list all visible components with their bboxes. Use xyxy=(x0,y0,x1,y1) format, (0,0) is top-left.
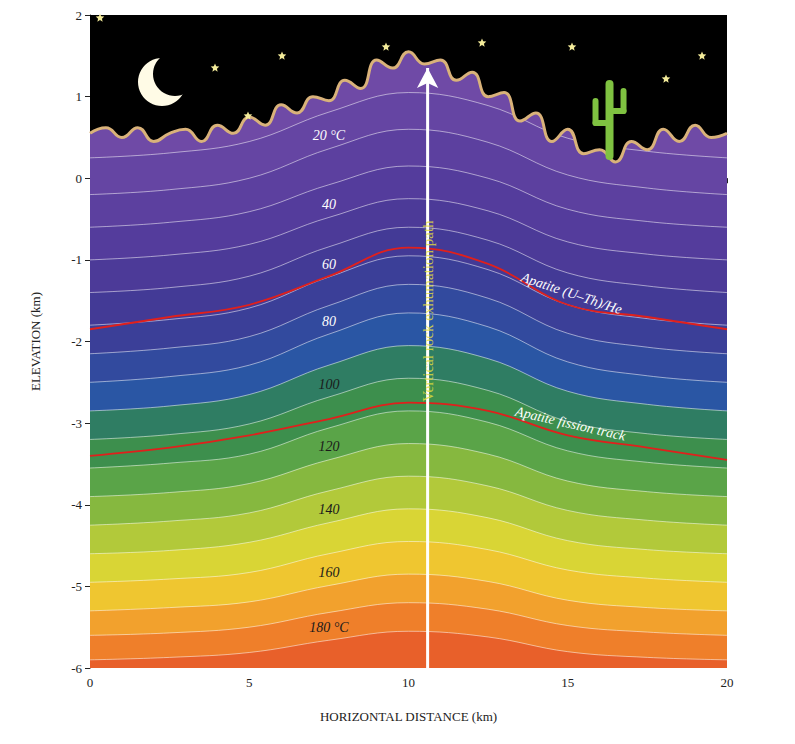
svg-text:-3: -3 xyxy=(71,416,82,431)
svg-text:15: 15 xyxy=(561,675,574,690)
svg-text:5: 5 xyxy=(246,675,253,690)
svg-text:120: 120 xyxy=(318,439,339,454)
svg-text:1: 1 xyxy=(76,89,83,104)
svg-text:HORIZONTAL DISTANCE (km): HORIZONTAL DISTANCE (km) xyxy=(320,709,497,724)
svg-text:160: 160 xyxy=(318,565,339,580)
svg-text:100: 100 xyxy=(318,377,339,392)
svg-text:Vertical rock exhumation path: Vertical rock exhumation path xyxy=(420,220,436,402)
svg-text:-5: -5 xyxy=(71,579,82,594)
svg-text:ELEVATION (km): ELEVATION (km) xyxy=(28,292,43,391)
svg-text:10: 10 xyxy=(402,675,415,690)
svg-text:60: 60 xyxy=(322,257,336,272)
svg-text:40: 40 xyxy=(322,197,336,212)
svg-text:-2: -2 xyxy=(71,334,82,349)
svg-text:-4: -4 xyxy=(71,497,82,512)
svg-text:-6: -6 xyxy=(71,661,82,676)
svg-text:20 °C: 20 °C xyxy=(313,128,346,143)
svg-text:180 °C: 180 °C xyxy=(309,620,349,635)
svg-text:2: 2 xyxy=(76,8,83,23)
svg-text:20: 20 xyxy=(721,675,734,690)
svg-text:0: 0 xyxy=(87,675,94,690)
svg-text:140: 140 xyxy=(318,502,339,517)
svg-text:0: 0 xyxy=(76,171,83,186)
svg-text:-1: -1 xyxy=(71,252,82,267)
svg-text:Apatite fission track: Apatite fission track xyxy=(513,403,628,443)
svg-text:Apatite (U–Th)/He: Apatite (U–Th)/He xyxy=(518,269,624,318)
svg-text:80: 80 xyxy=(322,314,336,329)
